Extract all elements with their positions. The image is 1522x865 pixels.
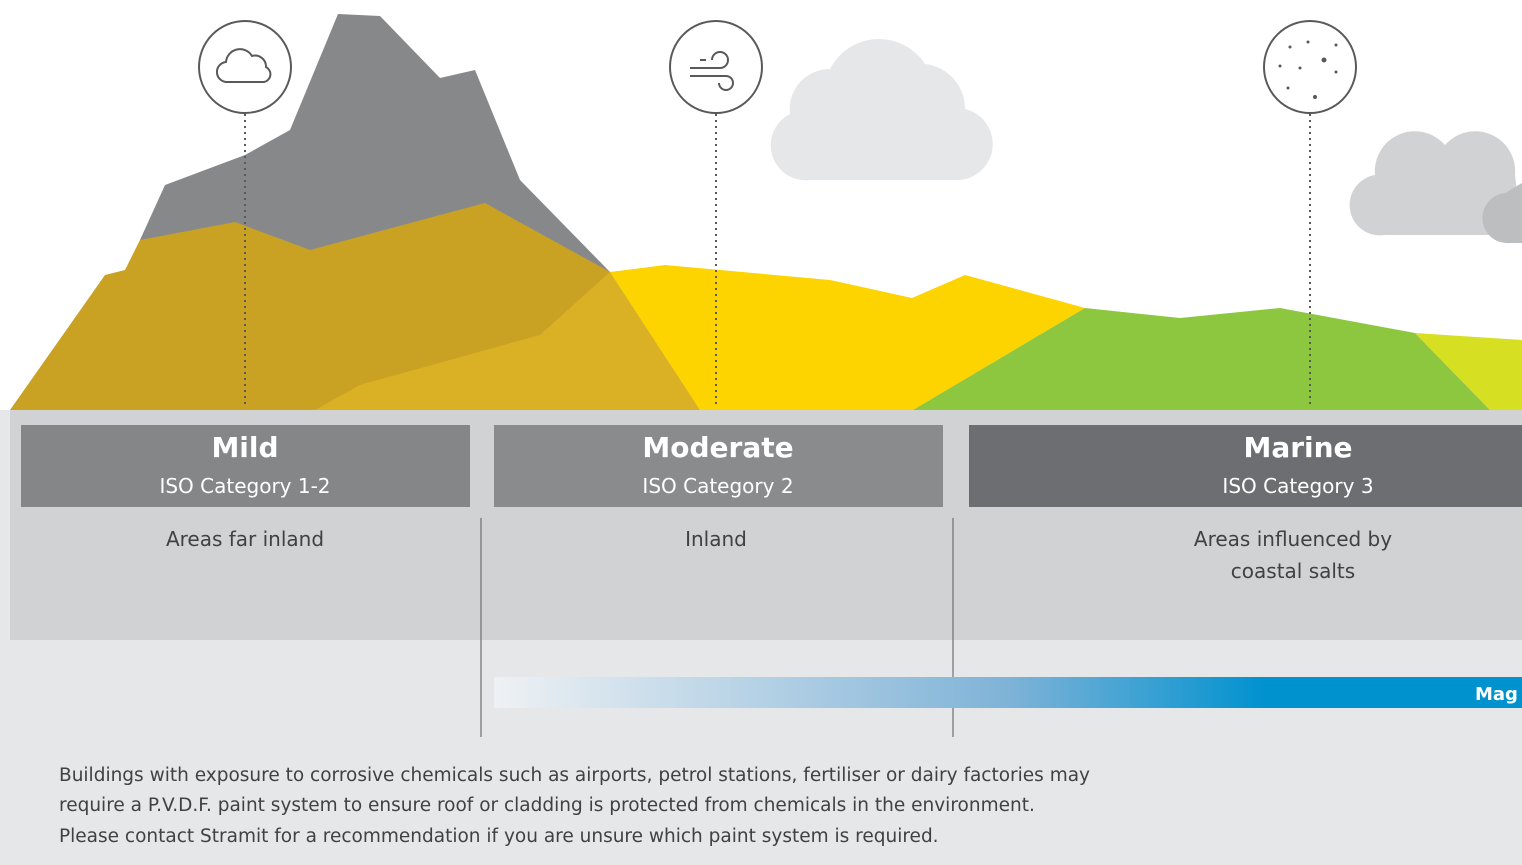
zone-subtitle: ISO Category 1-2 xyxy=(159,474,330,498)
note-line: Buildings with exposure to corrosive che… xyxy=(59,765,1090,786)
page: Mild ISO Category 1-2 Moderate ISO Categ… xyxy=(0,0,1522,865)
bar-label: Mag xyxy=(1475,684,1518,705)
zone-description: Areas influenced by xyxy=(1194,527,1392,551)
zone-description: coastal salts xyxy=(1231,559,1355,583)
zone-description: Areas far inland xyxy=(166,527,324,551)
zone-title: Marine xyxy=(1243,431,1352,464)
zone-title: Moderate xyxy=(642,431,793,464)
gradient-bar xyxy=(494,677,1522,708)
zone-subtitle: ISO Category 3 xyxy=(1222,474,1373,498)
zone-description: Inland xyxy=(685,527,747,551)
note-line: require a P.V.D.F. paint system to ensur… xyxy=(59,795,1035,816)
zone-title: Mild xyxy=(211,431,278,464)
note-line: Please contact Stramit for a recommendat… xyxy=(59,826,939,847)
zone-subtitle: ISO Category 2 xyxy=(642,474,793,498)
infographic: Mild ISO Category 1-2 Moderate ISO Categ… xyxy=(0,0,1522,865)
